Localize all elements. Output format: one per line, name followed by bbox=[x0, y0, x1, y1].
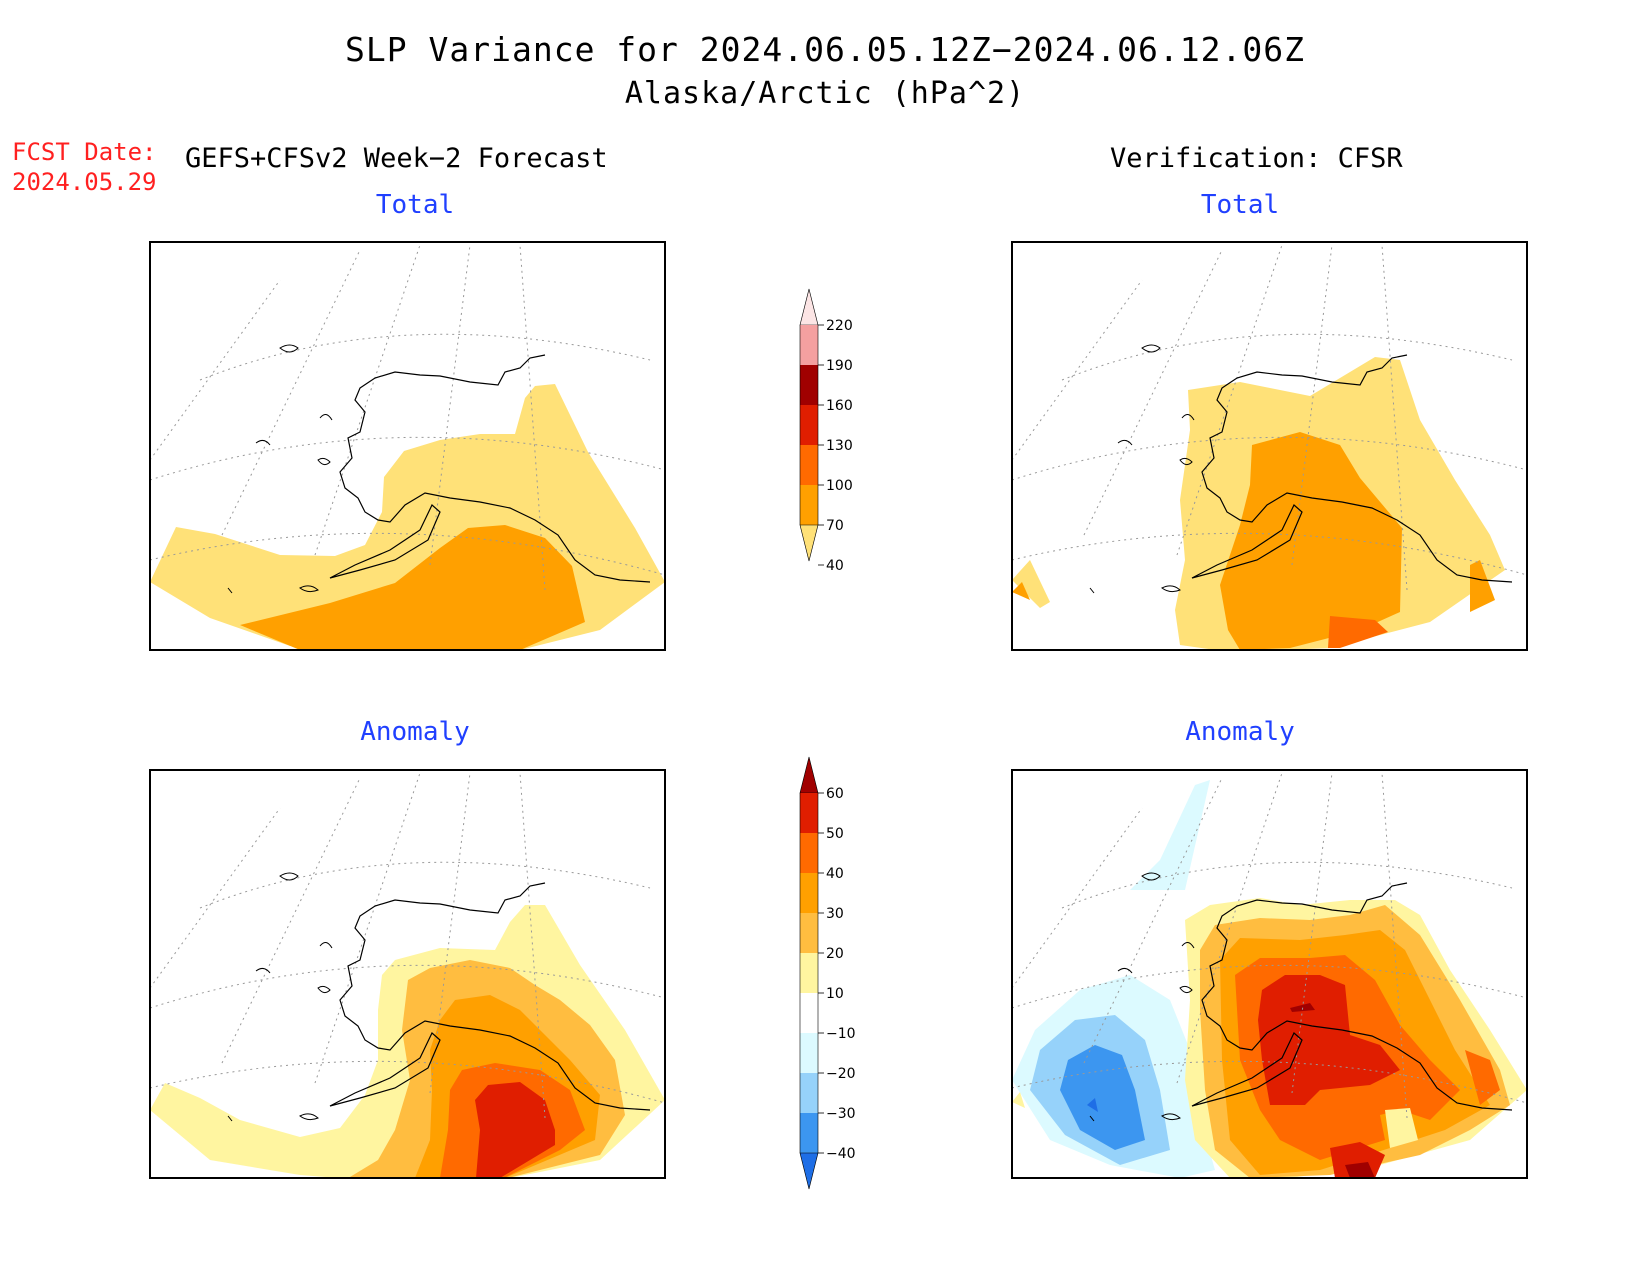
anomaly-colorbar-tick-label: −10 bbox=[826, 1026, 856, 1042]
anomaly-colorbar-segment bbox=[800, 873, 818, 913]
forecast-date-value: 2024.05.29 bbox=[12, 168, 157, 196]
panel-title-forecast-total: Total bbox=[375, 190, 455, 220]
anomaly-colorbar-tick-label: 20 bbox=[826, 946, 844, 962]
map-frame-forecast-total bbox=[149, 241, 666, 651]
total-colorbar-bottom-arrow bbox=[799, 524, 819, 562]
total-colorbar-segment bbox=[800, 445, 818, 485]
total-colorbar-segment bbox=[800, 485, 818, 525]
forecast-date-label: FCST Date: bbox=[12, 138, 157, 166]
map-forecast-anomaly bbox=[150, 772, 665, 1178]
map-verification-anomaly bbox=[1012, 772, 1527, 1178]
contour-40-70-west bbox=[1012, 560, 1050, 608]
total-colorbar-tick-label: 190 bbox=[826, 358, 853, 374]
anomaly-colorbar-tick-label: 60 bbox=[826, 786, 844, 802]
anomaly-colorbar-segment bbox=[800, 793, 818, 833]
alaska-coastline bbox=[329, 882, 651, 1111]
total-colorbar-tick-label: 130 bbox=[826, 438, 853, 454]
contour-70-100 bbox=[1220, 432, 1402, 650]
panel-title-verification-total: Total bbox=[1200, 190, 1280, 220]
anomaly-colorbar-tick-label: 10 bbox=[826, 986, 844, 1002]
contour-neg40 bbox=[1087, 1098, 1098, 1112]
total-colorbar-tick-label: 40 bbox=[826, 558, 844, 574]
panel-title-verification-anomaly: Anomaly bbox=[1185, 717, 1295, 747]
contour-neg30-neg40 bbox=[1060, 1045, 1145, 1150]
contour-70-100-west bbox=[1012, 582, 1030, 600]
anomaly-colorbar-tick-label: −30 bbox=[826, 1106, 856, 1122]
anomaly-colorbar-tick-label: 40 bbox=[826, 866, 844, 882]
total-colorbar-tick-label: 70 bbox=[826, 518, 844, 534]
map-frame-verification-anomaly bbox=[1011, 769, 1528, 1179]
anomaly-colorbar-tick-label: 30 bbox=[826, 906, 844, 922]
total-colorbar-segment bbox=[800, 405, 818, 445]
contour-70-100 bbox=[240, 525, 585, 650]
panel-title-forecast-anomaly: Anomaly bbox=[360, 717, 470, 747]
anomaly-colorbar-tick-label: −40 bbox=[826, 1146, 856, 1162]
total-colorbar-tick-label: 160 bbox=[826, 398, 853, 414]
total-colorbar-segment bbox=[800, 365, 818, 405]
anomaly-colorbar-segment bbox=[800, 1033, 818, 1073]
contour-100-130 bbox=[1328, 616, 1388, 648]
total-colorbar: 220 190 160 130 100 70 40 bbox=[799, 288, 853, 574]
anomaly-colorbar-segment bbox=[800, 993, 818, 1033]
contour-70-100-east bbox=[1470, 560, 1495, 612]
anomaly-colorbar: 60 50 40 30 20 10 −10 −20 −30 −40 bbox=[799, 756, 856, 1190]
map-forecast-total bbox=[150, 244, 665, 650]
contour-50-60 bbox=[475, 1082, 555, 1178]
forecast-column-header: GEFS+CFSv2 Week−2 Forecast bbox=[185, 143, 608, 174]
anomaly-colorbar-segment bbox=[800, 913, 818, 953]
alaska-coastline bbox=[329, 354, 651, 583]
total-colorbar-segment bbox=[800, 325, 818, 365]
anomaly-colorbar-top-arrow bbox=[799, 756, 819, 794]
main-title: SLP Variance for 2024.06.05.12Z−2024.06.… bbox=[345, 30, 1305, 69]
total-colorbar-tick-label: 100 bbox=[826, 478, 853, 494]
verification-column-header: Verification: CFSR bbox=[1110, 143, 1403, 174]
anomaly-colorbar-tick-label: 50 bbox=[826, 826, 844, 842]
alaska-coastline bbox=[1191, 354, 1513, 583]
main-subtitle: Alaska/Arctic (hPa^2) bbox=[624, 76, 1026, 111]
map-frame-verification-total bbox=[1011, 241, 1528, 651]
anomaly-colorbar-segment bbox=[800, 1113, 818, 1153]
alaska-coastline bbox=[1191, 882, 1513, 1111]
total-colorbar-top-arrow bbox=[799, 288, 819, 326]
contour-50-60 bbox=[1258, 975, 1400, 1178]
map-verification-total bbox=[1012, 244, 1527, 650]
total-colorbar-tick-label: 220 bbox=[826, 318, 853, 334]
anomaly-colorbar-segment bbox=[800, 833, 818, 873]
map-frame-forecast-anomaly bbox=[149, 769, 666, 1179]
anomaly-colorbar-segment bbox=[800, 953, 818, 993]
anomaly-colorbar-segment bbox=[800, 1073, 818, 1113]
anomaly-colorbar-tick-label: −20 bbox=[826, 1066, 856, 1082]
anomaly-colorbar-bottom-arrow bbox=[799, 1152, 819, 1190]
